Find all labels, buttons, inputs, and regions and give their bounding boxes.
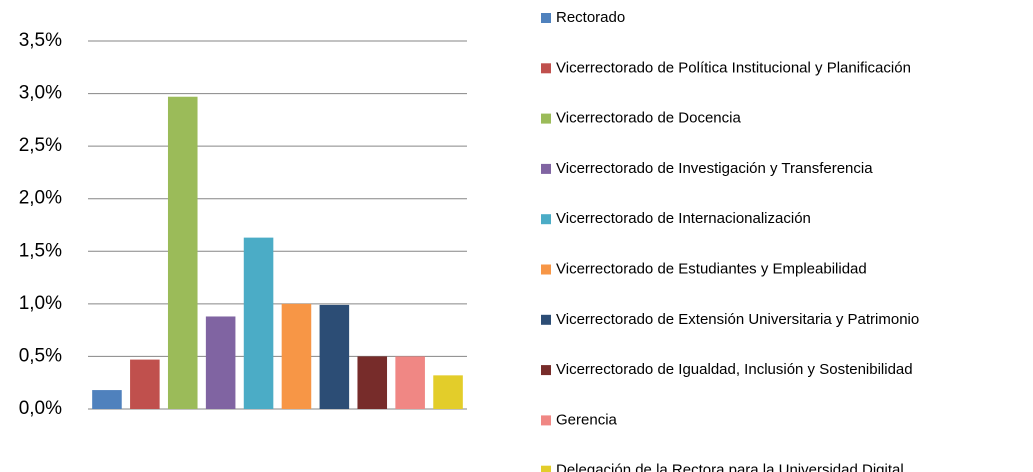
y-tick-label: 3,5% — [19, 30, 62, 51]
legend-label: Vicerrectorado de Igualdad, Inclusión y … — [556, 361, 913, 378]
bar — [167, 96, 198, 410]
bar — [319, 304, 350, 409]
bar — [433, 375, 463, 409]
bar — [130, 359, 160, 409]
legend-label: Vicerrectorado de Docencia — [556, 110, 741, 127]
legend-swatch — [541, 365, 551, 376]
bar — [281, 303, 312, 409]
legend-swatch — [541, 264, 551, 275]
legend-label: Vicerrectorado de Política Institucional… — [556, 59, 911, 76]
y-tick-label: 1,5% — [19, 240, 62, 261]
y-tick-label: 2,0% — [19, 188, 62, 209]
bar — [357, 356, 388, 409]
legend-swatch — [541, 63, 551, 74]
legend-swatch — [541, 163, 551, 174]
legend-label: Gerencia — [556, 411, 618, 428]
legend-swatch — [541, 214, 551, 225]
bar — [205, 316, 236, 409]
y-tick-label: 3,0% — [19, 83, 62, 104]
y-tick-label: 1,0% — [19, 293, 62, 314]
y-tick-label: 0,5% — [19, 345, 62, 366]
legend-label: Vicerrectorado de Investigación y Transf… — [556, 160, 873, 177]
bar — [92, 390, 122, 409]
legend-label: Vicerrectorado de Internacionalización — [556, 210, 811, 227]
legend-swatch — [541, 113, 551, 124]
y-tick-label: 0,0% — [19, 398, 62, 419]
legend-swatch — [541, 465, 551, 472]
legend-swatch — [541, 415, 551, 426]
bar — [243, 237, 274, 409]
legend-swatch — [541, 13, 551, 23]
legend-label: Vicerrectorado de Extensión Universitari… — [556, 311, 919, 328]
legend-label: Delegación de la Rectora para la Univers… — [556, 462, 904, 472]
legend-swatch — [541, 314, 551, 325]
legend-label: Vicerrectorado de Estudiantes y Empleabi… — [556, 260, 867, 277]
bar — [395, 356, 425, 409]
legend-label: Rectorado — [556, 9, 625, 26]
y-tick-label: 2,5% — [19, 135, 62, 156]
